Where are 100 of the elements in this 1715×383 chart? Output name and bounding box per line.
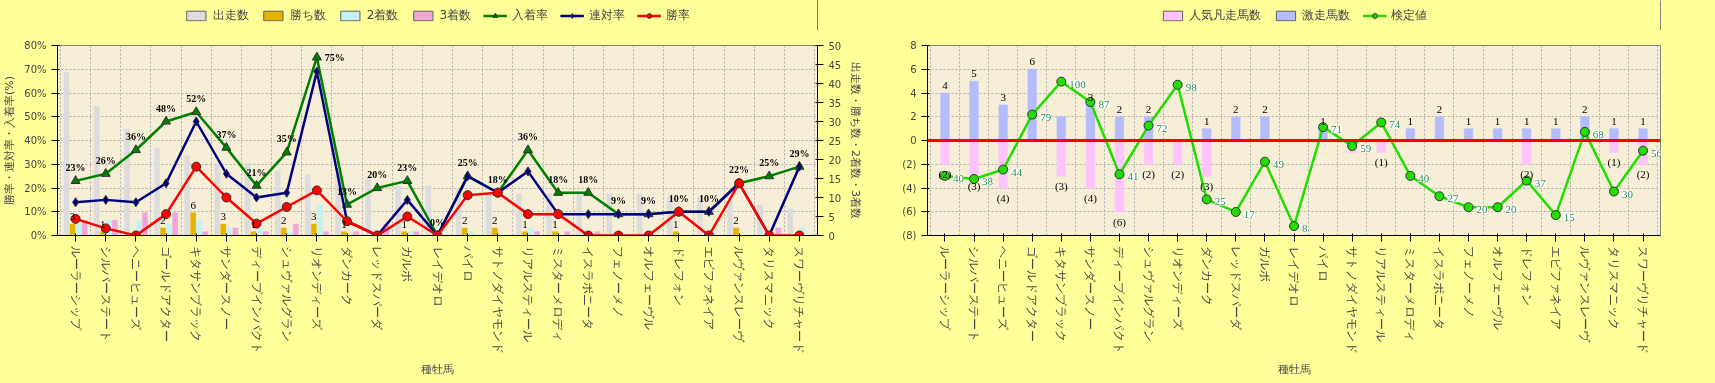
data-label: 23% bbox=[397, 161, 418, 173]
data-label: 38 bbox=[982, 174, 994, 187]
data-label: (3) bbox=[967, 180, 981, 194]
x-tick-label: ミスターメロディ bbox=[551, 246, 566, 343]
x-tick-label: ヘニーヒューズ bbox=[996, 246, 1011, 332]
x-tick-label: フェノーメノ bbox=[1461, 246, 1476, 319]
y-tick-label: 8 bbox=[910, 40, 917, 51]
data-label: 1 bbox=[401, 217, 408, 230]
x-tick-label: サトノダイヤモンド bbox=[1345, 246, 1360, 355]
y2-tick-label: 50 bbox=[828, 40, 842, 52]
data-label: 1 bbox=[1494, 114, 1501, 127]
x-tick-label: リオンディーズ bbox=[1170, 246, 1185, 332]
x-tick-label: リアルスティール bbox=[1374, 246, 1389, 343]
data-label: 74 bbox=[1389, 118, 1401, 131]
data-label: 44 bbox=[1011, 165, 1023, 178]
data-label: 48% bbox=[156, 102, 177, 114]
x-tick-label: ディープインパクト bbox=[1112, 246, 1127, 355]
data-label: 1 bbox=[522, 217, 528, 230]
data-label: 8 bbox=[1302, 222, 1308, 235]
y2-axis-title: 出走数・勝ち数・2着数・3着数 bbox=[849, 62, 863, 219]
x-tick-label: スワーヴリチャード bbox=[792, 246, 807, 355]
data-label: 9% bbox=[610, 195, 626, 207]
data-label: 20 bbox=[1505, 203, 1518, 216]
y2-tick-label: 25 bbox=[828, 135, 842, 147]
legend-label: 勝ち数 bbox=[289, 6, 326, 24]
x-tick-label: レイデオロ bbox=[430, 246, 445, 307]
y-tick-label: 60% bbox=[24, 87, 47, 99]
x-tick-label: オルフェーヴル bbox=[641, 246, 656, 331]
data-label: 37% bbox=[216, 128, 237, 140]
y-tick-label: 40% bbox=[24, 135, 47, 146]
x-tick-label: シルバーステート bbox=[98, 246, 113, 343]
x-tick-label: ダンカーク bbox=[340, 246, 355, 307]
data-label: 2 bbox=[1116, 102, 1123, 115]
data-label: 26% bbox=[95, 154, 116, 166]
data-label: 22% bbox=[729, 164, 750, 176]
x-tick-label: ドレフォン bbox=[1519, 246, 1534, 307]
x-tick-label: ルーラーシップ bbox=[937, 246, 952, 332]
y2-tick-label: 5 bbox=[828, 211, 835, 223]
y-tick-label: 0 bbox=[910, 135, 917, 146]
data-label: (2) bbox=[1142, 168, 1156, 182]
x-tick-label: ガルボ bbox=[1257, 246, 1272, 283]
x-tick-label: タリスマニック bbox=[762, 246, 777, 331]
x-tick-label: リオンディーズ bbox=[309, 246, 324, 332]
legend-label: 2着数 bbox=[366, 6, 399, 24]
x-tick-label: サンダースノー bbox=[219, 246, 234, 331]
data-label: 75% bbox=[324, 52, 345, 64]
data-label: 100 bbox=[1069, 77, 1087, 90]
data-label: 25% bbox=[759, 157, 780, 169]
data-label: (1) bbox=[1607, 156, 1621, 170]
x-tick-label: ミスターメロディ bbox=[1403, 246, 1418, 343]
x-tick-label: ルーラーシップ bbox=[68, 246, 83, 332]
data-label: 6 bbox=[190, 198, 197, 211]
data-label: 2 bbox=[1262, 102, 1268, 115]
x-tick-label: イスラボニータ bbox=[581, 246, 596, 331]
x-tick-label: ルヴァンスレーヴ bbox=[1577, 246, 1592, 344]
data-label: 3 bbox=[311, 210, 318, 223]
data-label: 1 bbox=[341, 217, 347, 230]
x-tick-label: ゴールドアクター bbox=[159, 246, 174, 343]
data-label: 21% bbox=[246, 166, 267, 178]
data-label: 3 bbox=[220, 210, 227, 223]
data-label: 2 bbox=[160, 213, 166, 226]
data-label: 36% bbox=[125, 131, 146, 142]
data-label: 18% bbox=[578, 173, 599, 185]
x-axis-title: 種牡馬 bbox=[1277, 362, 1311, 376]
y-tick-label: 20% bbox=[24, 182, 47, 194]
x-tick-label: キタサンブラック bbox=[1054, 246, 1069, 343]
data-label: 23% bbox=[65, 161, 86, 173]
data-label: 40 bbox=[952, 171, 965, 184]
data-label: 2 bbox=[1582, 102, 1588, 115]
data-label: (4) bbox=[996, 192, 1010, 205]
y-tick-label: 10% bbox=[24, 206, 47, 218]
data-label: (4) bbox=[1083, 192, 1098, 205]
y-tick-label: 30% bbox=[24, 158, 47, 170]
data-label: 3 bbox=[1000, 90, 1007, 103]
data-label: 36% bbox=[517, 131, 538, 142]
data-label: 1 bbox=[1611, 114, 1617, 127]
data-label: 25% bbox=[457, 157, 478, 169]
data-label: 10% bbox=[698, 192, 719, 204]
data-label: (2) bbox=[1171, 168, 1185, 182]
x-tick-label: タリスマニック bbox=[1606, 246, 1621, 331]
x-tick-label: ドレフォン bbox=[671, 246, 686, 307]
data-label: 1 bbox=[1320, 114, 1326, 127]
y-tick-label: 70% bbox=[24, 63, 47, 75]
data-label: 59 bbox=[1360, 142, 1372, 154]
data-label: 1 bbox=[1523, 114, 1530, 127]
x-tick-label: オルフェーヴル bbox=[1490, 246, 1505, 331]
y2-tick-label: 40 bbox=[828, 78, 842, 90]
data-label: 40 bbox=[1418, 171, 1430, 184]
y2-tick-label: 20 bbox=[828, 154, 842, 166]
x-tick-label: イスラボニータ bbox=[1432, 246, 1447, 331]
data-label: 71 bbox=[1331, 123, 1343, 136]
legend-label: 入着率 bbox=[512, 6, 549, 24]
data-label: 25 bbox=[1214, 195, 1227, 208]
legend-label: 連対率 bbox=[589, 6, 626, 24]
y2-tick-label: 15 bbox=[828, 173, 842, 185]
data-label: 2 bbox=[1145, 102, 1152, 115]
y-tick-label: 6 bbox=[910, 63, 917, 75]
x-tick-label: ディープインパクト bbox=[249, 246, 264, 355]
legend-label: 検定値 bbox=[1391, 6, 1427, 24]
x-tick-label: フェノーメノ bbox=[611, 246, 626, 319]
